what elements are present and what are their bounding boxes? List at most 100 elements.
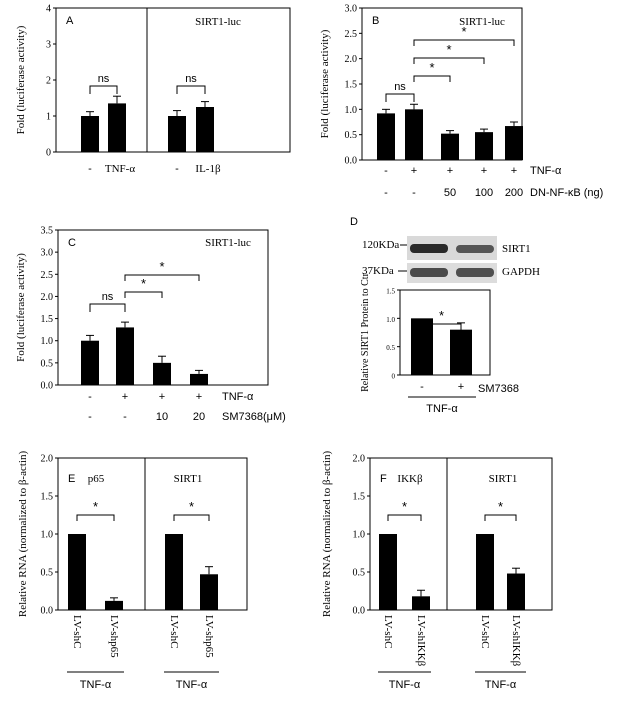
panel-b-cond-label: TNF-α: [530, 165, 562, 177]
panel-f-bar: [507, 573, 525, 610]
panel-b-ytick-label: 0.5: [345, 130, 358, 141]
panel-a-ytick-label: 2: [46, 76, 51, 87]
panel-f-group-title: IKKβ: [397, 473, 423, 485]
panel-c-bar: [81, 340, 99, 385]
panel-c-cond: -: [88, 391, 92, 403]
panel-b-bracket: [413, 39, 515, 46]
panel-b-bar: [441, 133, 459, 160]
panel-d-ytick-label: 0.5: [386, 344, 395, 352]
panel-a-bar: [108, 103, 126, 152]
panel-c-ytick-label: 2.0: [41, 292, 54, 303]
panel-a-ytick-label: 1: [46, 112, 51, 123]
panel-b-bar: [405, 109, 423, 160]
panel-a-bar: [196, 107, 214, 152]
panel-b-bracket: [413, 75, 451, 82]
panel-e-ytick-label: 2.0: [41, 454, 54, 465]
panel-c-ytick-label: 0.5: [41, 358, 54, 369]
panel-e-bracket: [173, 514, 210, 521]
panel-f-xlabel: LV-shIKKβ: [510, 615, 522, 667]
panel-e-letter: E: [68, 473, 75, 485]
panel-e-bar: [105, 600, 123, 610]
panel-e-xlabel: LV-shp65: [203, 615, 215, 658]
panel-d-bracket: [421, 323, 462, 330]
panel-f-ylabel: Relative RNA (normalized to β-actin): [321, 451, 333, 618]
panel-b-cond: +: [411, 165, 417, 177]
panel-c-bracket: [124, 291, 163, 298]
panel-d-letter: D: [350, 216, 358, 228]
panel-b-title: SIRT1-luc: [459, 16, 505, 28]
panel-d-bracket-label: *: [439, 308, 444, 323]
panel-e-ytick-label: 1.5: [41, 492, 54, 503]
panel-a-xlabel: TNF-α: [105, 163, 135, 175]
panel-b-cond-label: DN-NF-κB (ng): [530, 187, 603, 199]
panel-d-cond: -: [420, 381, 424, 393]
panel-f-bar: [379, 534, 397, 610]
panel-c-ytick-label: 1.5: [41, 314, 54, 325]
panel-a-ytick-label: 3: [46, 40, 51, 51]
panel-b-ytick-label: 2.5: [345, 29, 358, 40]
panel-f-xlabel: LV-shC: [479, 615, 491, 648]
panel-c-ylabel: Fold (luciferase activity): [15, 253, 27, 362]
blot-protein-label: GAPDH: [502, 266, 540, 278]
panel-b-ytick-label: 1.0: [345, 105, 358, 116]
panel-a-letter: A: [66, 15, 74, 27]
panel-f-ytick-label: 1.0: [353, 530, 366, 541]
panel-d-group-label: TNF-α: [426, 403, 458, 415]
panel-b-bracket-label: *: [461, 24, 466, 39]
panel-f-ytick-label: 2.0: [353, 454, 366, 465]
panel-e-bar: [200, 574, 218, 610]
panel-e-ytick-label: 0.0: [41, 606, 54, 617]
panel-b-bracket: [413, 57, 485, 64]
panel-a-xlabel: IL-1β: [195, 163, 221, 175]
panel-f-ytick-label: 0.0: [353, 606, 366, 617]
panel-f-group-label: TNF-α: [485, 679, 517, 691]
panel-e-bar: [165, 534, 183, 610]
panel-c-cond: -: [123, 411, 127, 423]
panel-b-ytick-label: 3.0: [345, 4, 358, 15]
panel-c-bracket-label: *: [141, 276, 146, 291]
blot-mw-label: 37KDa: [362, 265, 394, 277]
panel-d-cond: +: [458, 381, 464, 393]
panel-e-group-title: p65: [88, 473, 105, 485]
panel-e-ytick-label: 0.5: [41, 568, 54, 579]
charts-layer: 0 1 2 3 4 Fold (luciferase activity) A SIRT1-lu…: [15, 4, 603, 692]
panel-b-cond: 50: [444, 187, 456, 199]
panel-d-ytick-label: 0: [392, 373, 396, 381]
panel-f-group-title: SIRT1: [489, 473, 518, 485]
panel-f-ytick-label: 1.5: [353, 492, 366, 503]
panel-c-ytick-label: 0.0: [41, 381, 54, 392]
panel-c-bracket-label: *: [159, 259, 164, 274]
panel-f-bracket-label: *: [498, 499, 503, 514]
panel-a-subtitle: SIRT1-luc: [195, 16, 241, 28]
panel-d-ylabel: Relative SIRT1 Protein to Ctr: [360, 272, 371, 392]
panel-c-cond: +: [196, 391, 202, 403]
panel-b-cond: 200: [505, 187, 523, 199]
panel-b-cond: +: [447, 165, 453, 177]
panel-f-xlabel: LV-shIKKβ: [415, 615, 427, 667]
panel-b-cond: +: [511, 165, 517, 177]
panel-b-bracket-label: *: [446, 42, 451, 57]
panel-e-xlabel: LV-shC: [71, 615, 83, 648]
panel-b-bracket-label: *: [429, 60, 434, 75]
panel-b-bracket-ns: [385, 93, 415, 102]
panel-b-cond: 100: [475, 187, 493, 199]
panel-d-ytick-label: 1.0: [386, 316, 395, 324]
panel-b-ylabel: Fold (luciferase activity): [319, 29, 331, 138]
panel-c-cond-label: TNF-α: [222, 391, 254, 403]
panel-a-bracket: [89, 85, 118, 94]
panel-e-group-label: TNF-α: [176, 679, 208, 691]
panel-f-bracket-label: *: [402, 499, 407, 514]
panel-b-bar: [505, 126, 523, 160]
panel-c-bar: [116, 327, 134, 385]
panel-d-cond-label: SM7368: [478, 383, 519, 395]
panel-c-letter: C: [68, 237, 76, 249]
panel-e-bracket-label: *: [189, 499, 194, 514]
panel-f-letter: F: [380, 473, 387, 485]
panel-c-cond-label: SM7368(μM): [222, 411, 286, 423]
panel-f-bracket: [484, 514, 517, 521]
panel-a-bracket-label: ns: [98, 73, 110, 85]
panel-d-frame: [399, 289, 491, 376]
panel-a-bracket-label: ns: [185, 73, 197, 85]
panel-d-bar: [411, 318, 433, 375]
